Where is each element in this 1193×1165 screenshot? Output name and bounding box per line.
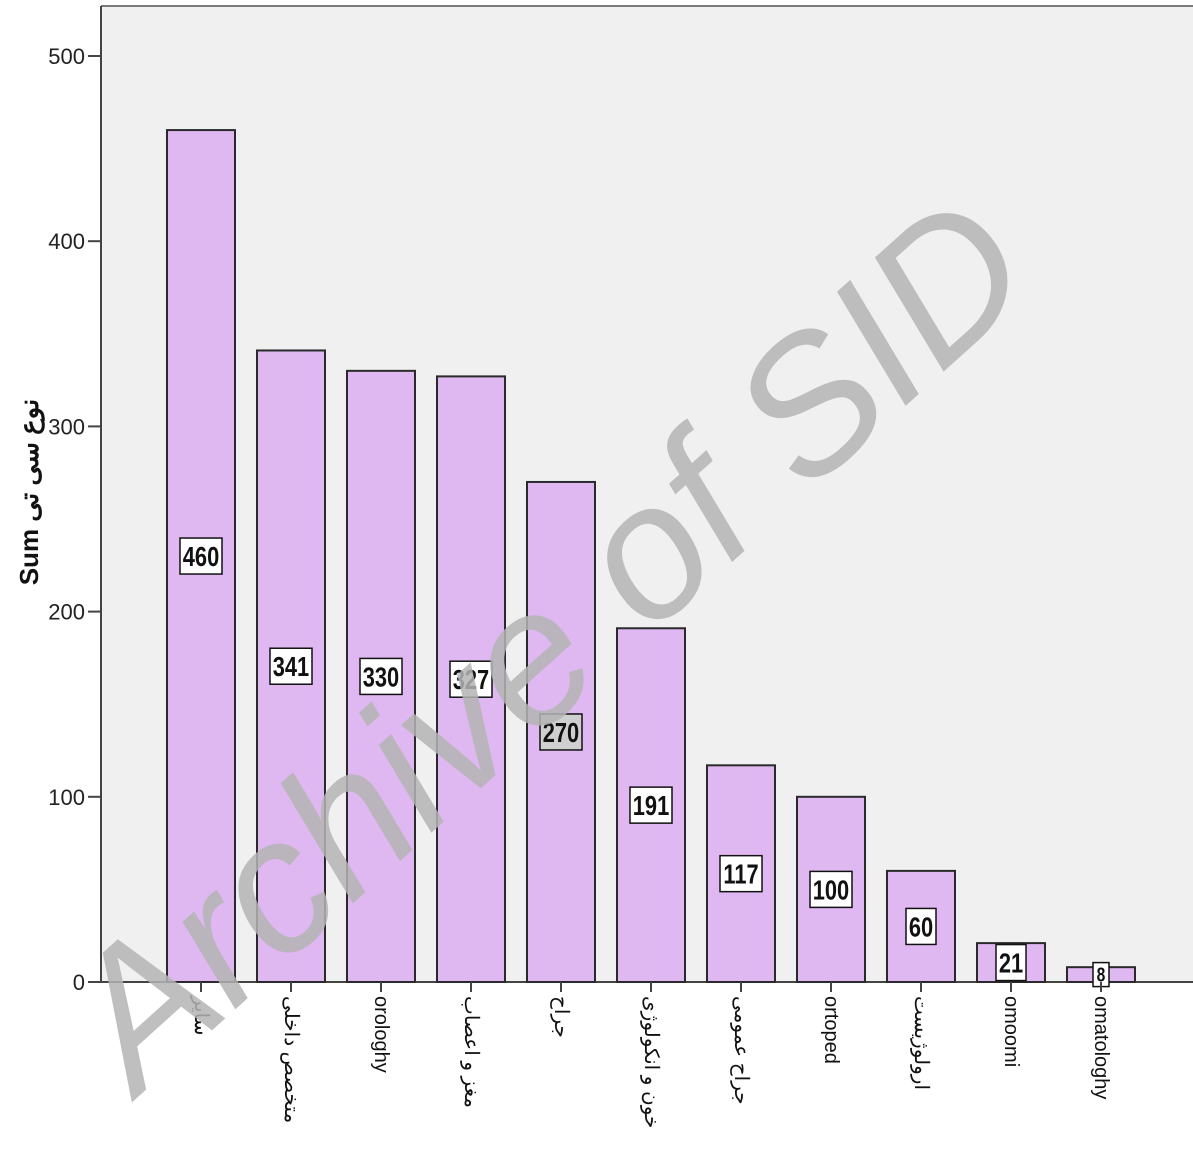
x-tick-label: omatologhy xyxy=(1090,996,1112,1099)
x-tick-label: مغز و اعصاب xyxy=(460,996,482,1108)
y-tick-label: 400 xyxy=(48,229,85,254)
data-label-box xyxy=(359,657,403,696)
x-tick-label: orologhy xyxy=(370,996,392,1073)
data-label-box xyxy=(449,660,493,698)
y-axis-title-group: Sum نوع سی تی xyxy=(14,399,45,586)
data-label: 8 xyxy=(1097,964,1106,986)
data-label: 100 xyxy=(813,875,849,906)
data-label: 341 xyxy=(273,652,309,683)
data-label-box xyxy=(719,854,763,893)
data-label-box xyxy=(995,943,1027,982)
x-tick-label: جراح xyxy=(550,996,572,1038)
data-labels: 460 341 330 327 270 191 117 100 60 21 8 xyxy=(179,537,1110,988)
x-tick-label: جراح عمومی xyxy=(730,996,752,1105)
x-axis-tick-labels: سایر متخصص داخلی orologhy مغز و اعصاب جراح خو… xyxy=(190,982,1112,1128)
x-tick-label: متخصص داخلی xyxy=(280,996,302,1123)
y-tick-label: 500 xyxy=(48,44,85,69)
x-tick-label: خون و انکولوژی xyxy=(640,996,662,1128)
data-label: 21 xyxy=(999,948,1023,979)
data-label-box xyxy=(539,713,583,751)
x-tick-label: سایر xyxy=(190,995,212,1035)
y-tick-label: 300 xyxy=(48,414,85,439)
y-tick-label: 200 xyxy=(48,600,85,625)
data-label-box xyxy=(809,870,853,909)
data-label: 191 xyxy=(633,791,669,822)
data-label: 117 xyxy=(723,859,758,890)
data-label-box xyxy=(905,907,937,946)
y-tick-label: 0 xyxy=(73,970,85,995)
data-label: 330 xyxy=(363,662,399,693)
x-tick-label: ارولوژیست xyxy=(910,996,932,1090)
x-tick-label: ortoped xyxy=(820,996,842,1064)
data-label-box xyxy=(269,647,313,685)
data-label: 327 xyxy=(453,665,489,696)
data-label-box xyxy=(179,537,223,575)
x-tick-label: omoomi xyxy=(1000,996,1022,1067)
data-label-box xyxy=(629,786,673,824)
y-tick-label: 100 xyxy=(48,785,85,810)
data-label: 460 xyxy=(183,542,219,573)
y-axis-title: Sum نوع سی تی xyxy=(14,399,45,586)
data-label: 270 xyxy=(543,717,579,748)
data-label: 60 xyxy=(909,912,933,943)
